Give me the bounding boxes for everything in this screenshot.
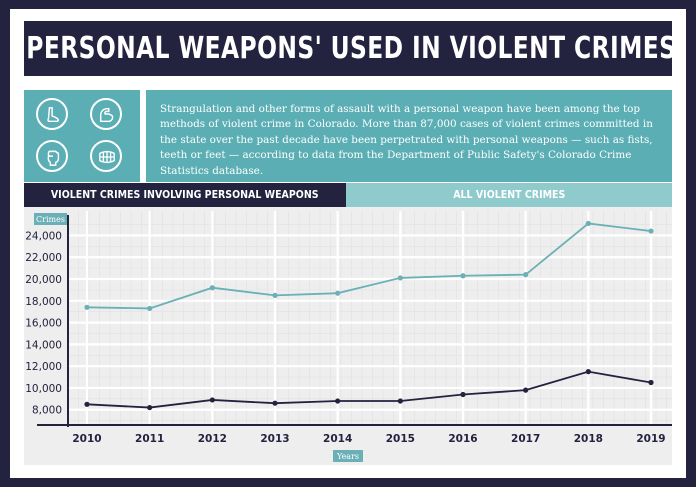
- x-tick-label: 2016: [448, 433, 477, 445]
- data-point: [648, 228, 654, 234]
- flexed-arm-icon: [90, 98, 122, 130]
- data-point: [147, 404, 153, 411]
- teeth-icon: [90, 140, 122, 172]
- x-tick-label: 2018: [574, 433, 603, 445]
- data-point: [84, 401, 90, 407]
- y-tick-label: 10,000: [25, 383, 62, 395]
- x-tick-label: 2013: [260, 433, 289, 445]
- data-point: [460, 391, 466, 398]
- legend-label-personal-weapons: VIOLENT CRIMES INVOLVING PERSONAL WEAPON…: [51, 189, 319, 201]
- data-point: [397, 398, 403, 404]
- x-tick-label: 2015: [386, 433, 415, 445]
- icon-panel: [24, 90, 140, 182]
- y-tick-label: 22,000: [25, 252, 62, 264]
- data-point: [209, 285, 215, 291]
- data-point: [648, 379, 654, 386]
- data-point: [397, 275, 403, 281]
- y-tick-label: 8,000: [32, 405, 62, 417]
- x-axis-label: Years: [336, 452, 359, 461]
- data-point: [335, 398, 341, 404]
- x-tick-label: 2010: [72, 433, 101, 445]
- series-line-personal-weapons: [86, 370, 652, 409]
- data-point: [523, 272, 529, 278]
- data-point: [272, 400, 278, 406]
- description-panel: Strangulation and other forms of assault…: [146, 90, 672, 182]
- series-line-all-violent-crimes: [86, 222, 652, 310]
- legend-all-violent-crimes: ALL VIOLENT CRIMES: [346, 183, 672, 207]
- data-point: [460, 273, 466, 279]
- y-tick-label: 16,000: [25, 318, 62, 330]
- page-title: 'PERSONAL WEAPONS' USED IN VIOLENT CRIME…: [19, 31, 677, 66]
- y-tick-label: 18,000: [25, 296, 62, 308]
- data-point: [84, 304, 90, 310]
- data-point: [147, 305, 153, 312]
- data-point: [585, 369, 591, 375]
- data-point: [335, 290, 341, 296]
- y-tick-label: 24,000: [25, 230, 62, 242]
- data-point: [209, 397, 215, 403]
- x-tick-label: 2011: [135, 433, 164, 445]
- description-text: Strangulation and other forms of assault…: [160, 103, 653, 177]
- x-tick-label: 2012: [198, 433, 227, 445]
- y-axis-label: Crimes: [36, 215, 65, 224]
- x-tick-label: 2014: [323, 433, 352, 445]
- x-axis-label-tag: [333, 450, 363, 462]
- y-tick-label: 12,000: [25, 361, 62, 373]
- y-tick-label: 20,000: [25, 274, 62, 286]
- legend-label-all-violent-crimes: ALL VIOLENT CRIMES: [452, 189, 566, 201]
- y-tick-label: 14,000: [25, 339, 62, 351]
- data-point: [523, 387, 529, 393]
- foot-icon: [36, 98, 68, 130]
- data-point: [272, 292, 278, 298]
- fist-icon: [36, 140, 68, 172]
- y-axis-label-tag: [34, 213, 67, 225]
- x-tick-label: 2019: [636, 433, 665, 445]
- legend-personal-weapons: VIOLENT CRIMES INVOLVING PERSONAL WEAPON…: [24, 183, 346, 207]
- data-point: [585, 220, 591, 227]
- title-bar: 'PERSONAL WEAPONS' USED IN VIOLENT CRIME…: [19, 21, 676, 76]
- x-tick-label: 2017: [511, 433, 540, 445]
- plot-background: [24, 207, 672, 465]
